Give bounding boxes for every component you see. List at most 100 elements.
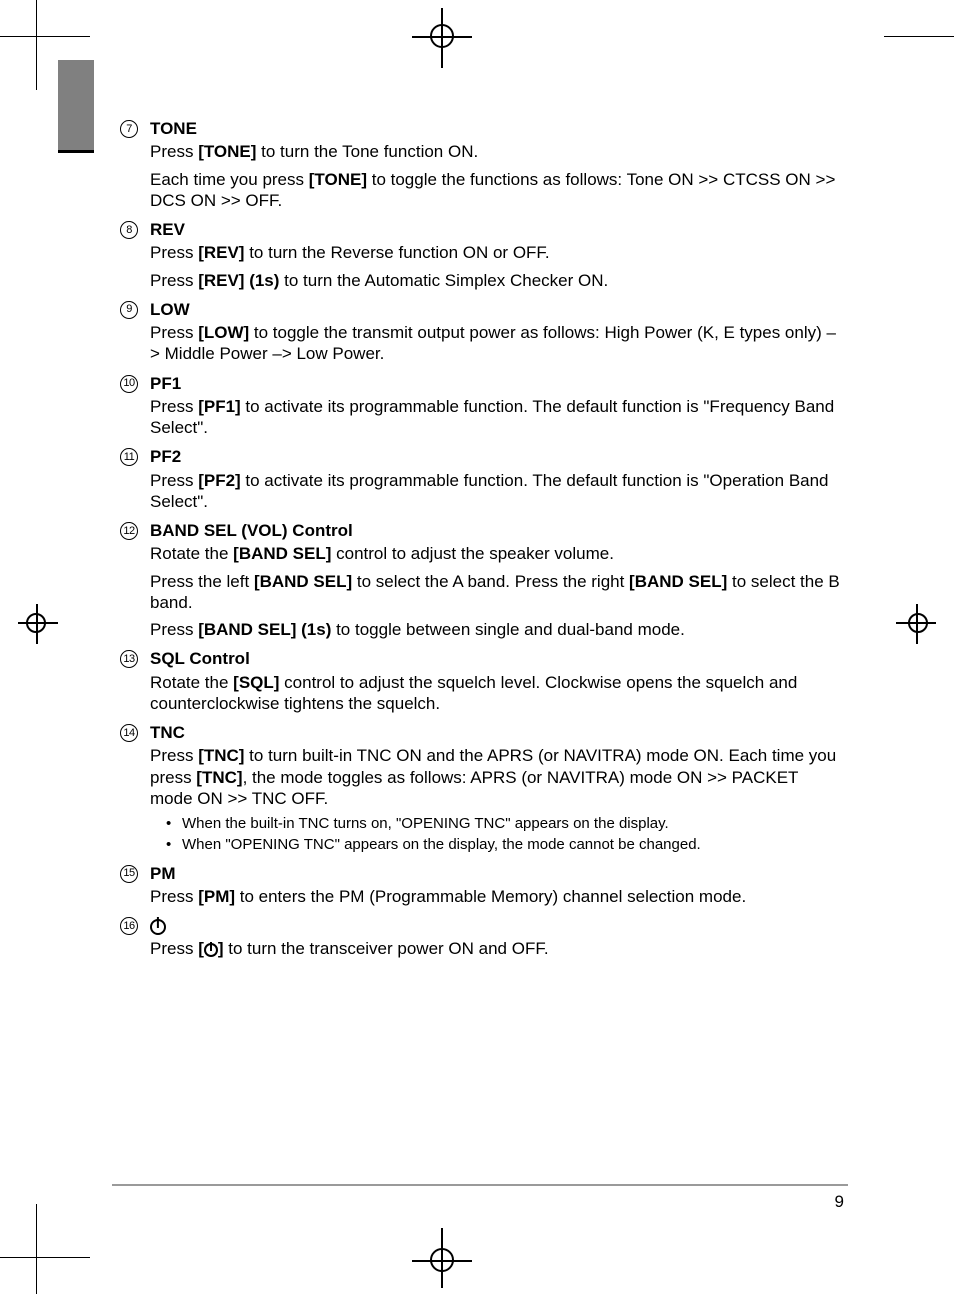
item-body: Press [PF1] to activate its programmable… (150, 396, 840, 439)
item-body: Press [TONE] to turn the Tone function O… (150, 141, 840, 211)
bold-text: [LOW] (198, 323, 249, 342)
item-title: BAND SEL (VOL) Control (150, 520, 353, 541)
item-marker: 16 (120, 915, 150, 935)
item-body: Rotate the [SQL] control to adjust the s… (150, 672, 840, 715)
bold-text: [PF2] (198, 471, 241, 490)
circled-number-icon: 10 (120, 375, 138, 393)
bold-text: [PM] (198, 887, 235, 906)
bullet-list: •When the built-in TNC turns on, "OPENIN… (166, 815, 840, 855)
bold-text: [ (198, 939, 204, 958)
bold-text: [TNC] (196, 768, 242, 787)
item-body: Press [TNC] to turn built-in TNC ON and … (150, 745, 840, 854)
crop-mark (884, 36, 954, 37)
list-item: 10 PF1Press [PF1] to activate its program… (120, 373, 840, 439)
bold-text: [REV] (1s) (198, 271, 279, 290)
circled-number-icon: 9 (120, 301, 138, 319)
item-title (150, 915, 166, 936)
item-body: Press [REV] to turn the Reverse function… (150, 242, 840, 291)
list-item: 16 Press [] to turn the transceiver power… (120, 915, 840, 960)
bold-text: ] (218, 939, 224, 958)
list-item: 12BAND SEL (VOL) ControlRotate the [BAND… (120, 520, 840, 640)
paragraph: Each time you press [TONE] to toggle the… (150, 169, 840, 212)
item-title: PF2 (150, 446, 181, 467)
item-title: SQL Control (150, 648, 250, 669)
item-header: 15 PM (120, 863, 840, 884)
bullet-text: When the built-in TNC turns on, "OPENING… (182, 815, 669, 834)
registration-circle-icon (430, 1248, 454, 1272)
bullet-text: When "OPENING TNC" appears on the displa… (182, 836, 701, 855)
item-header: 16 (120, 915, 840, 936)
list-item: 7 TONEPress [TONE] to turn the Tone funct… (120, 118, 840, 211)
bold-text: [TONE] (198, 142, 256, 161)
paragraph: Press [REV] (1s) to turn the Automatic S… (150, 270, 840, 291)
bold-text: [SQL] (233, 673, 279, 692)
bullet-dot-icon: • (166, 815, 182, 834)
registration-circle-icon (908, 613, 928, 633)
item-header: 14 TNC (120, 722, 840, 743)
power-icon (150, 919, 166, 935)
paragraph: Press [TNC] to turn built-in TNC ON and … (150, 745, 840, 809)
crop-mark (36, 1204, 37, 1294)
bold-text: [TONE] (309, 170, 367, 189)
paragraph: Press [BAND SEL] (1s) to toggle between … (150, 619, 840, 640)
item-title: PM (150, 863, 176, 884)
item-title: LOW (150, 299, 190, 320)
item-header: 8 REV (120, 219, 840, 240)
bold-text: [BAND SEL] (629, 572, 727, 591)
power-icon (204, 943, 218, 957)
list-item: 9 LOWPress [LOW] to toggle the transmit o… (120, 299, 840, 365)
paragraph: Rotate the [SQL] control to adjust the s… (150, 672, 840, 715)
item-marker: 12 (120, 520, 150, 540)
list-item: 13 SQL Control Rotate the [SQL] control to… (120, 648, 840, 714)
page-number: 9 (835, 1192, 844, 1212)
item-body: Rotate the [BAND SEL] control to adjust … (150, 543, 840, 640)
bold-text: [BAND SEL] (254, 572, 352, 591)
circled-number-icon: 8 (120, 221, 138, 239)
item-body: Press [LOW] to toggle the transmit outpu… (150, 322, 840, 365)
list-item: 8 REVPress [REV] to turn the Reverse func… (120, 219, 840, 291)
circled-number-icon: 16 (120, 917, 138, 935)
page-content: 7 TONEPress [TONE] to turn the Tone funct… (120, 118, 840, 968)
list-item: 14 TNCPress [TNC] to turn built-in TNC ON… (120, 722, 840, 855)
item-title: TNC (150, 722, 185, 743)
registration-circle-icon (430, 24, 454, 48)
crop-mark (36, 0, 37, 90)
item-marker: 8 (120, 219, 150, 239)
item-title: TONE (150, 118, 197, 139)
paragraph: Press [] to turn the transceiver power O… (150, 938, 840, 959)
circled-number-icon: 7 (120, 120, 138, 138)
item-body: Press [PM] to enters the PM (Programmabl… (150, 886, 840, 907)
page: 7 TONEPress [TONE] to turn the Tone funct… (0, 0, 954, 1294)
item-marker: 9 (120, 299, 150, 319)
bold-text: [TNC] (198, 746, 244, 765)
item-marker: 7 (120, 118, 150, 138)
paragraph: Press [LOW] to toggle the transmit outpu… (150, 322, 840, 365)
bold-text: [BAND SEL] (233, 544, 331, 563)
circled-number-icon: 13 (120, 650, 138, 668)
footer-rule (112, 1184, 848, 1186)
bullet-item: •When "OPENING TNC" appears on the displ… (166, 836, 840, 855)
bold-text: [PF1] (198, 397, 241, 416)
item-marker: 14 (120, 722, 150, 742)
circled-number-icon: 14 (120, 724, 138, 742)
registration-circle-icon (26, 613, 46, 633)
item-header: 13 SQL Control (120, 648, 840, 669)
paragraph: Press [PM] to enters the PM (Programmabl… (150, 886, 840, 907)
list-item: 15 PMPress [PM] to enters the PM (Program… (120, 863, 840, 908)
item-header: 12BAND SEL (VOL) Control (120, 520, 840, 541)
bullet-item: •When the built-in TNC turns on, "OPENIN… (166, 815, 840, 834)
paragraph: Press [PF2] to activate its programmable… (150, 470, 840, 513)
item-marker: 11 (120, 446, 150, 466)
item-body: Press [PF2] to activate its programmable… (150, 470, 840, 513)
list-item: 11PF2 Press [PF2] to activate its program… (120, 446, 840, 512)
paragraph: Press the left [BAND SEL] to select the … (150, 571, 840, 614)
bullet-dot-icon: • (166, 836, 182, 855)
item-marker: 15 (120, 863, 150, 883)
item-header: 9 LOW (120, 299, 840, 320)
item-title: REV (150, 219, 185, 240)
crop-mark (0, 1257, 90, 1258)
circled-number-icon: 15 (120, 865, 138, 883)
item-title: PF1 (150, 373, 181, 394)
bold-text: [REV] (198, 243, 244, 262)
item-header: 7 TONE (120, 118, 840, 139)
